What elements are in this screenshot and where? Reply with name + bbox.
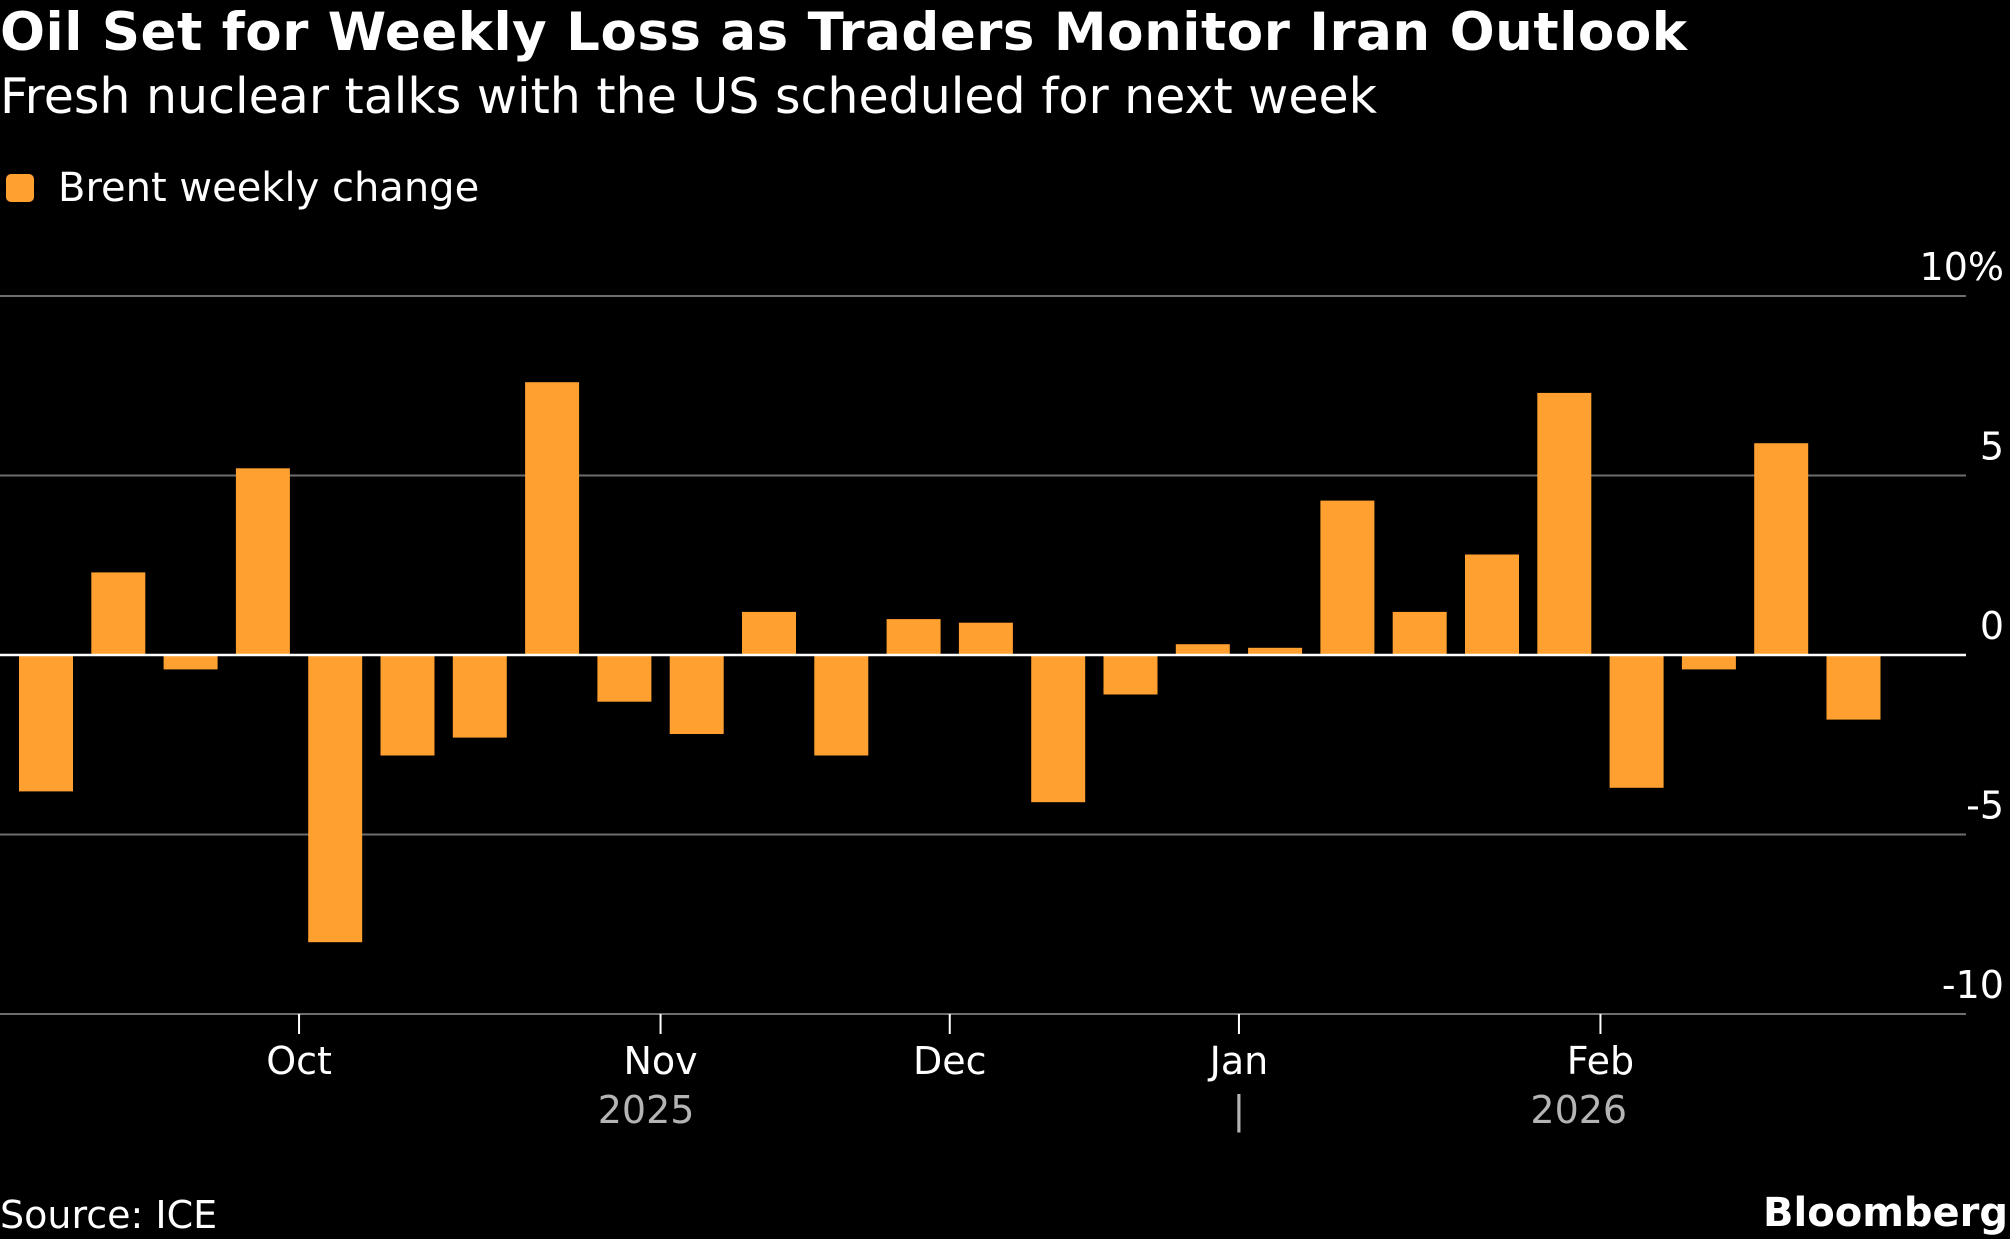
bars bbox=[19, 382, 1881, 943]
bar bbox=[1031, 655, 1086, 803]
bar bbox=[525, 382, 580, 655]
bar bbox=[1320, 500, 1375, 655]
bar bbox=[1537, 392, 1592, 655]
y-tick-label: -10 bbox=[1942, 963, 2004, 1007]
x-tick-label: Nov bbox=[623, 1039, 697, 1083]
bar bbox=[1465, 554, 1519, 655]
bar bbox=[1392, 611, 1447, 655]
bar bbox=[742, 611, 796, 655]
bar bbox=[958, 622, 1013, 655]
bar bbox=[91, 572, 146, 655]
bloomberg-logo: Bloomberg bbox=[1763, 1190, 2008, 1236]
bar bbox=[886, 619, 941, 655]
y-tick-label: -5 bbox=[1966, 784, 2004, 828]
y-tick-label: 0 bbox=[1980, 604, 2004, 648]
x-tick-label: Oct bbox=[266, 1039, 332, 1083]
bar bbox=[1609, 655, 1664, 788]
gridlines bbox=[0, 295, 1966, 1015]
bar bbox=[452, 655, 507, 738]
bar bbox=[1175, 644, 1230, 655]
year-label: 2025 bbox=[598, 1088, 695, 1132]
bar bbox=[1681, 655, 1736, 670]
y-tick-label: 10% bbox=[1920, 245, 2004, 289]
bar bbox=[1248, 647, 1303, 655]
y-tick-label: 5 bbox=[1980, 425, 2004, 469]
x-axis: Oct Nov Dec Jan Feb 2025 2026 | bbox=[266, 1014, 1634, 1133]
bar bbox=[235, 468, 290, 655]
chart-subtitle: Fresh nuclear talks with the US schedule… bbox=[0, 68, 1378, 125]
x-tick-label: Feb bbox=[1567, 1039, 1634, 1083]
bar bbox=[1826, 655, 1881, 720]
x-tick-label: Jan bbox=[1208, 1039, 1269, 1083]
year-divider: | bbox=[1233, 1088, 1246, 1133]
bar bbox=[163, 655, 218, 670]
year-label: 2026 bbox=[1530, 1088, 1627, 1132]
source-note: Source: ICE bbox=[0, 1193, 218, 1237]
bar bbox=[380, 655, 435, 756]
bar bbox=[19, 655, 73, 792]
bar bbox=[1754, 443, 1809, 655]
bar bbox=[597, 655, 652, 702]
legend-label: Brent weekly change bbox=[58, 165, 480, 211]
bar bbox=[814, 655, 869, 756]
bar bbox=[669, 655, 724, 734]
bar bbox=[308, 655, 363, 943]
chart-title: Oil Set for Weekly Loss as Traders Monit… bbox=[0, 2, 1688, 63]
bar bbox=[1103, 655, 1158, 695]
legend-swatch bbox=[6, 174, 34, 202]
y-axis-labels: 10% 5 0 -5 -10 bbox=[1920, 245, 2004, 1007]
legend: Brent weekly change bbox=[6, 165, 479, 211]
x-tick-label: Dec bbox=[913, 1039, 987, 1083]
